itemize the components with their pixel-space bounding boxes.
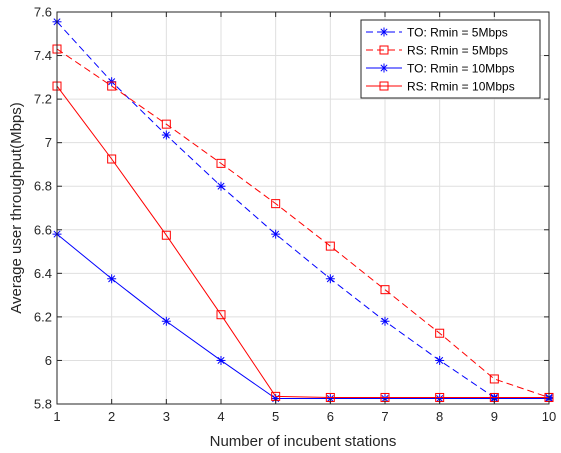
square-marker (216, 310, 226, 320)
series-line (56, 233, 549, 400)
square-marker (379, 45, 389, 55)
series-line (56, 21, 549, 398)
square-marker (107, 81, 117, 91)
x-tick-label: 3 (163, 409, 170, 424)
x-axis-label: Number of incubent stations (210, 433, 397, 450)
y-tick-label: 6.4 (34, 266, 52, 281)
x-tick-label: 5 (272, 409, 279, 424)
square-marker (379, 81, 389, 91)
asterisk-marker (161, 316, 171, 326)
y-tick-label: 6.8 (34, 179, 52, 194)
square-marker (380, 285, 390, 295)
grid (56, 11, 550, 405)
x-tick-label: 6 (327, 409, 334, 424)
y-tick-label: 7 (45, 135, 52, 150)
ticks: 1 2 3 4 5 6 7 8 9 10 5.8 6 6.2 6.4 6.6 6.8 7 7.2 7.4 7.6 (34, 5, 556, 425)
y-tick-label: 6.2 (34, 309, 52, 324)
asterisk-marker (325, 274, 335, 284)
square-marker (325, 241, 335, 251)
asterisk-marker (380, 316, 390, 326)
asterisk-marker (435, 355, 445, 365)
x-tick-label: 10 (542, 409, 556, 424)
asterisk-marker (216, 355, 226, 365)
legend-label: TO: Rmin = 5Mbps (407, 26, 508, 40)
axes (56, 11, 550, 405)
y-tick-label: 7.4 (34, 48, 52, 63)
y-axis-label: Average user throughput(Mbps) (8, 102, 25, 314)
legend-label: RS: Rmin = 5Mbps (407, 44, 508, 58)
axes-box (56, 11, 550, 405)
legend-item: RS: Rmin = 10Mbps (366, 80, 515, 94)
legend-item: TO: Rmin = 5Mbps (366, 26, 508, 40)
x-tick-label: 2 (108, 409, 115, 424)
legend-item: TO: Rmin = 10Mbps (366, 62, 514, 76)
square-marker (107, 154, 117, 164)
asterisk-marker (489, 394, 499, 404)
y-tick-label: 6 (45, 353, 52, 368)
y-tick-label: 7.6 (34, 5, 52, 20)
x-tick-label: 4 (217, 409, 224, 424)
legend-label: RS: Rmin = 10Mbps (407, 80, 515, 94)
y-tick-label: 5.8 (34, 397, 52, 412)
asterisk-marker (435, 394, 445, 404)
square-marker (161, 230, 171, 240)
legend: TO: Rmin = 5Mbps RS: Rmin = 5Mbps TO: Rmin… (360, 19, 541, 99)
x-tick-label: 9 (491, 409, 498, 424)
legend-item: RS: Rmin = 5Mbps (366, 44, 508, 58)
x-tick-label: 8 (436, 409, 443, 424)
asterisk-marker (379, 27, 389, 37)
asterisk-marker (216, 181, 226, 191)
y-tick-label: 6.6 (34, 222, 52, 237)
asterisk-marker (107, 274, 117, 284)
square-marker (489, 374, 499, 384)
asterisk-marker (271, 229, 281, 239)
legend-label: TO: Rmin = 10Mbps (407, 62, 514, 76)
series-line (56, 48, 550, 398)
asterisk-marker (161, 130, 171, 140)
x-tick-label: 7 (381, 409, 388, 424)
square-marker (271, 199, 281, 209)
square-marker (435, 328, 445, 338)
square-marker (161, 119, 171, 129)
legend-box (360, 19, 541, 99)
asterisk-marker (379, 63, 389, 73)
series-line (56, 85, 549, 398)
x-tick-label: 1 (53, 409, 60, 424)
y-tick-label: 7.2 (34, 92, 52, 107)
square-marker (216, 158, 226, 168)
